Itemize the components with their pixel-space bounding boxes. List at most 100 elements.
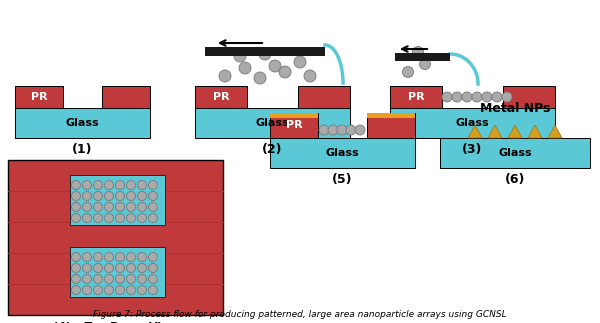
- Circle shape: [137, 181, 146, 190]
- Circle shape: [294, 56, 306, 68]
- Circle shape: [115, 253, 125, 262]
- Circle shape: [94, 286, 103, 295]
- Circle shape: [71, 275, 80, 284]
- Circle shape: [83, 214, 91, 223]
- Bar: [390, 108, 555, 138]
- Circle shape: [94, 214, 103, 223]
- Circle shape: [104, 214, 113, 223]
- Bar: [205, 47, 325, 56]
- Circle shape: [219, 70, 231, 82]
- Circle shape: [104, 264, 113, 273]
- Text: (4) – Top Down View: (4) – Top Down View: [53, 322, 178, 323]
- Circle shape: [149, 286, 157, 295]
- Circle shape: [115, 275, 125, 284]
- Circle shape: [328, 125, 338, 135]
- Polygon shape: [508, 125, 522, 138]
- Circle shape: [337, 125, 347, 135]
- Circle shape: [419, 58, 431, 69]
- Circle shape: [239, 62, 251, 74]
- Circle shape: [83, 181, 91, 190]
- Polygon shape: [528, 125, 542, 138]
- Circle shape: [137, 253, 146, 262]
- Circle shape: [71, 203, 80, 212]
- Text: (2): (2): [262, 143, 283, 157]
- Circle shape: [83, 192, 91, 201]
- Circle shape: [71, 253, 80, 262]
- Circle shape: [71, 286, 80, 295]
- Circle shape: [492, 92, 502, 102]
- Circle shape: [149, 203, 157, 212]
- Circle shape: [71, 264, 80, 273]
- Circle shape: [127, 275, 136, 284]
- Bar: [270, 138, 415, 168]
- Circle shape: [149, 192, 157, 201]
- Circle shape: [115, 181, 125, 190]
- Circle shape: [279, 66, 291, 78]
- Circle shape: [115, 286, 125, 295]
- Circle shape: [269, 60, 281, 72]
- Circle shape: [149, 264, 157, 273]
- Circle shape: [137, 275, 146, 284]
- Bar: [367, 113, 415, 118]
- Circle shape: [304, 70, 316, 82]
- Circle shape: [83, 275, 91, 284]
- Bar: [70, 247, 165, 297]
- Text: Figure 7: Process flow for producing patterned, large area nanoparticle arrays u: Figure 7: Process flow for producing pat…: [93, 310, 507, 319]
- Text: PR: PR: [31, 92, 47, 102]
- Circle shape: [127, 214, 136, 223]
- Circle shape: [83, 203, 91, 212]
- Circle shape: [94, 181, 103, 190]
- Text: (1): (1): [72, 143, 93, 157]
- Text: Glass: Glass: [326, 148, 359, 158]
- Circle shape: [127, 253, 136, 262]
- Text: PR: PR: [407, 92, 424, 102]
- Circle shape: [83, 286, 91, 295]
- Circle shape: [149, 214, 157, 223]
- Circle shape: [413, 47, 424, 57]
- Text: Glass: Glass: [256, 118, 289, 128]
- Circle shape: [94, 203, 103, 212]
- Text: PR: PR: [212, 92, 229, 102]
- Circle shape: [104, 286, 113, 295]
- Circle shape: [94, 264, 103, 273]
- Bar: [270, 113, 318, 138]
- Bar: [395, 53, 450, 61]
- Circle shape: [94, 253, 103, 262]
- Bar: [102, 86, 150, 108]
- Circle shape: [71, 181, 80, 190]
- Bar: [390, 86, 442, 108]
- Circle shape: [115, 264, 125, 273]
- Text: Glass: Glass: [455, 118, 490, 128]
- Circle shape: [71, 192, 80, 201]
- Circle shape: [104, 275, 113, 284]
- Bar: [503, 86, 555, 108]
- Circle shape: [355, 125, 365, 135]
- Circle shape: [71, 214, 80, 223]
- Bar: [367, 113, 415, 138]
- Circle shape: [127, 192, 136, 201]
- Text: Glass: Glass: [498, 148, 532, 158]
- Circle shape: [254, 72, 266, 84]
- Circle shape: [115, 192, 125, 201]
- Circle shape: [104, 181, 113, 190]
- Circle shape: [137, 192, 146, 201]
- Circle shape: [94, 275, 103, 284]
- Circle shape: [127, 286, 136, 295]
- Polygon shape: [468, 125, 482, 138]
- Circle shape: [319, 125, 329, 135]
- Circle shape: [403, 67, 413, 78]
- Circle shape: [104, 192, 113, 201]
- Circle shape: [83, 253, 91, 262]
- Bar: [270, 113, 318, 118]
- Polygon shape: [488, 125, 502, 138]
- Bar: [440, 138, 590, 168]
- Text: Glass: Glass: [65, 118, 100, 128]
- Text: Metal NPs: Metal NPs: [480, 101, 550, 114]
- Circle shape: [462, 92, 472, 102]
- Circle shape: [259, 48, 271, 60]
- Circle shape: [115, 214, 125, 223]
- Circle shape: [502, 92, 512, 102]
- Circle shape: [127, 203, 136, 212]
- Circle shape: [115, 203, 125, 212]
- Circle shape: [137, 286, 146, 295]
